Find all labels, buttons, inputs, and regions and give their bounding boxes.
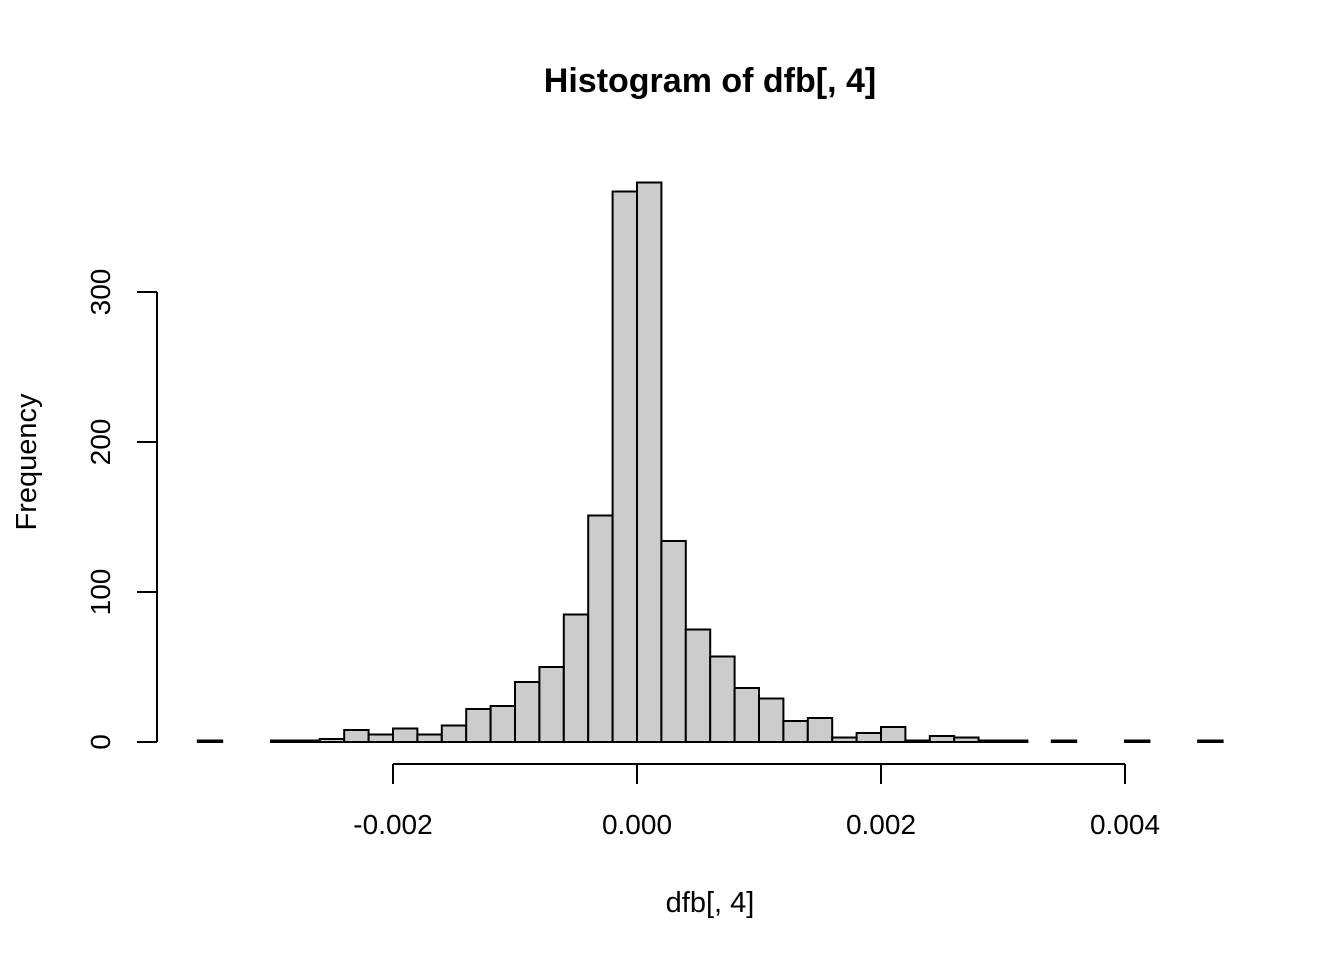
histogram-bar [514,681,541,743]
histogram-bar [880,726,907,743]
histogram-bar [1002,739,1029,743]
histogram-bar [416,733,443,743]
histogram-bar [806,717,834,743]
x-tick-label: -0.002 [353,809,432,840]
histogram-bar [318,738,346,743]
histogram-bar [1197,739,1224,743]
histogram-bar [343,729,370,743]
histogram-bar [904,739,931,743]
histogram-bar [660,540,687,743]
histogram-bar [977,739,1004,743]
histogram-bar [684,628,712,743]
y-axis-label: Frequency [11,393,43,531]
histogram-bar [928,735,956,743]
x-axis-label: dfb[, 4] [666,887,755,919]
y-tick-label: 300 [85,269,116,316]
x-tick-label: 0.002 [846,809,916,840]
histogram-bar [709,655,736,743]
histogram-bar [196,739,224,743]
histogram-bar [782,720,809,743]
histogram-bar [831,736,858,743]
histogram-bar [587,514,614,743]
x-tick-label: 0.004 [1090,809,1160,840]
histogram-bar [953,736,980,743]
x-axis: -0.002 0.000 0.002 0.004 [353,763,1160,840]
histogram-bar [855,732,882,743]
histogram-bar [465,708,492,743]
bars-group [196,181,1224,743]
histogram-bar [562,613,590,743]
histogram-bar [636,181,663,743]
histogram-bar [489,705,517,743]
histogram-bar [294,739,321,743]
y-tick-label: 200 [85,419,116,466]
histogram-bar [611,190,638,743]
y-tick-label: 100 [85,569,116,616]
histogram-bar [758,697,785,743]
y-tick-label: 0 [85,734,116,750]
y-axis: 0 100 200 300 [85,269,158,750]
histogram-bar [1050,739,1078,743]
histogram-bar [1124,739,1151,743]
histogram-bar [270,739,297,743]
histogram-bar [440,724,468,743]
histogram-bar [367,733,395,743]
chart-title: Histogram of dfb[, 4] [544,62,876,100]
histogram-bar [392,727,419,743]
x-tick-label: 0.000 [602,809,672,840]
histogram-bar [733,687,760,743]
histogram-bar [538,666,565,743]
